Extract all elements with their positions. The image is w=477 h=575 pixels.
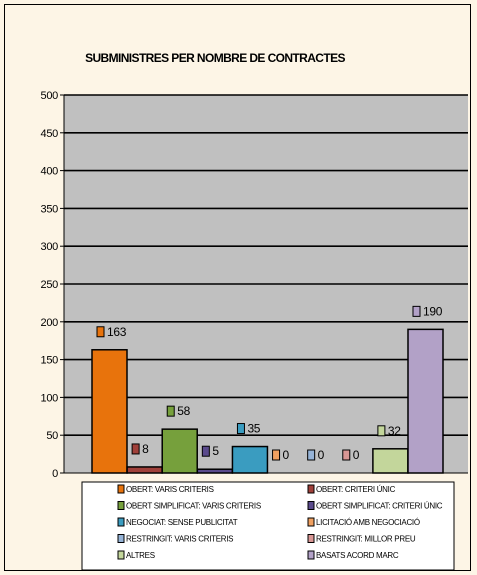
data-label-marker-5 (236, 423, 245, 435)
bar-4 (196, 468, 234, 474)
data-label-10: 190 (423, 304, 443, 318)
data-label-1: 163 (107, 325, 127, 339)
y-tick-label-150: 150 (41, 355, 59, 367)
bar-9 (372, 448, 409, 474)
legend-swatch-1 (117, 484, 125, 494)
legend-box (81, 481, 455, 571)
bar-3 (161, 428, 198, 474)
legend-swatch-3 (117, 501, 125, 510)
data-label-5: 35 (247, 422, 260, 436)
legend-swatch-2 (307, 484, 315, 494)
data-label-8: 0 (353, 448, 360, 462)
data-label-marker-9 (377, 425, 386, 437)
bar-1 (91, 349, 128, 474)
data-label-2: 8 (142, 442, 149, 456)
data-label-4: 5 (212, 444, 219, 458)
data-label-6: 0 (283, 448, 290, 462)
legend-swatch-6 (307, 517, 315, 527)
legend-label-6: LICITACIÓ AMB NEGOCIACIÓ (316, 518, 420, 527)
legend-swatch-9 (117, 550, 125, 560)
y-tick-label-400: 400 (41, 166, 59, 178)
y-tick-label-100: 100 (41, 392, 59, 404)
y-tick-label-200: 200 (41, 317, 59, 329)
data-label-marker-3 (166, 405, 175, 417)
y-tick-label-350: 350 (41, 203, 59, 215)
legend-swatch-8 (307, 534, 315, 543)
data-label-marker-10 (412, 305, 421, 317)
data-label-9: 32 (388, 424, 401, 438)
y-tick-label-0: 0 (52, 468, 58, 480)
data-label-7: 0 (318, 448, 325, 462)
bar-2 (126, 466, 163, 474)
legend-label-5: NEGOCIAT: SENSE PUBLICITAT (126, 518, 238, 527)
legend-label-7: RESTRINGIT: VARIS CRITERIS (126, 535, 233, 544)
legend-label-9: ALTRES (126, 551, 155, 560)
legend-label-1: OBERT: VARIS CRITERIS (126, 485, 214, 494)
legend-swatch-7 (117, 534, 125, 543)
bar-5 (231, 445, 269, 474)
y-tick-label-300: 300 (41, 241, 59, 253)
data-label-marker-6 (272, 449, 281, 461)
legend-swatch-10 (307, 550, 315, 560)
data-label-marker-2 (131, 443, 140, 455)
data-label-3: 58 (177, 404, 190, 418)
legend-swatch-5 (117, 517, 125, 527)
data-label-marker-4 (201, 445, 210, 457)
legend-label-2: OBERT: CRITERI ÚNIC (316, 485, 396, 494)
data-label-marker-8 (342, 449, 351, 461)
legend-label-8: RESTRINGIT: MILLOR PREU (316, 535, 416, 544)
legend-label-3: OBERT SIMPLIFICAT: VARIS CRITERIS (126, 502, 261, 511)
bar-10 (407, 328, 444, 474)
legend-label-10: BASATS ACORD MARC (316, 551, 399, 560)
y-tick-label-50: 50 (46, 430, 58, 442)
chart-title: SUBMINISTRES PER NOMBRE DE CONTRACTES (85, 51, 345, 65)
data-label-marker-7 (307, 449, 316, 461)
legend-swatch-4 (307, 501, 315, 510)
data-label-marker-1 (96, 326, 105, 338)
legend-label-4: OBERT SIMPLIFICAT: CRITERI ÚNIC (316, 502, 443, 511)
y-tick-label-250: 250 (41, 279, 59, 291)
y-tick-label-450: 450 (41, 128, 59, 140)
y-tick-label-500: 500 (41, 90, 59, 102)
